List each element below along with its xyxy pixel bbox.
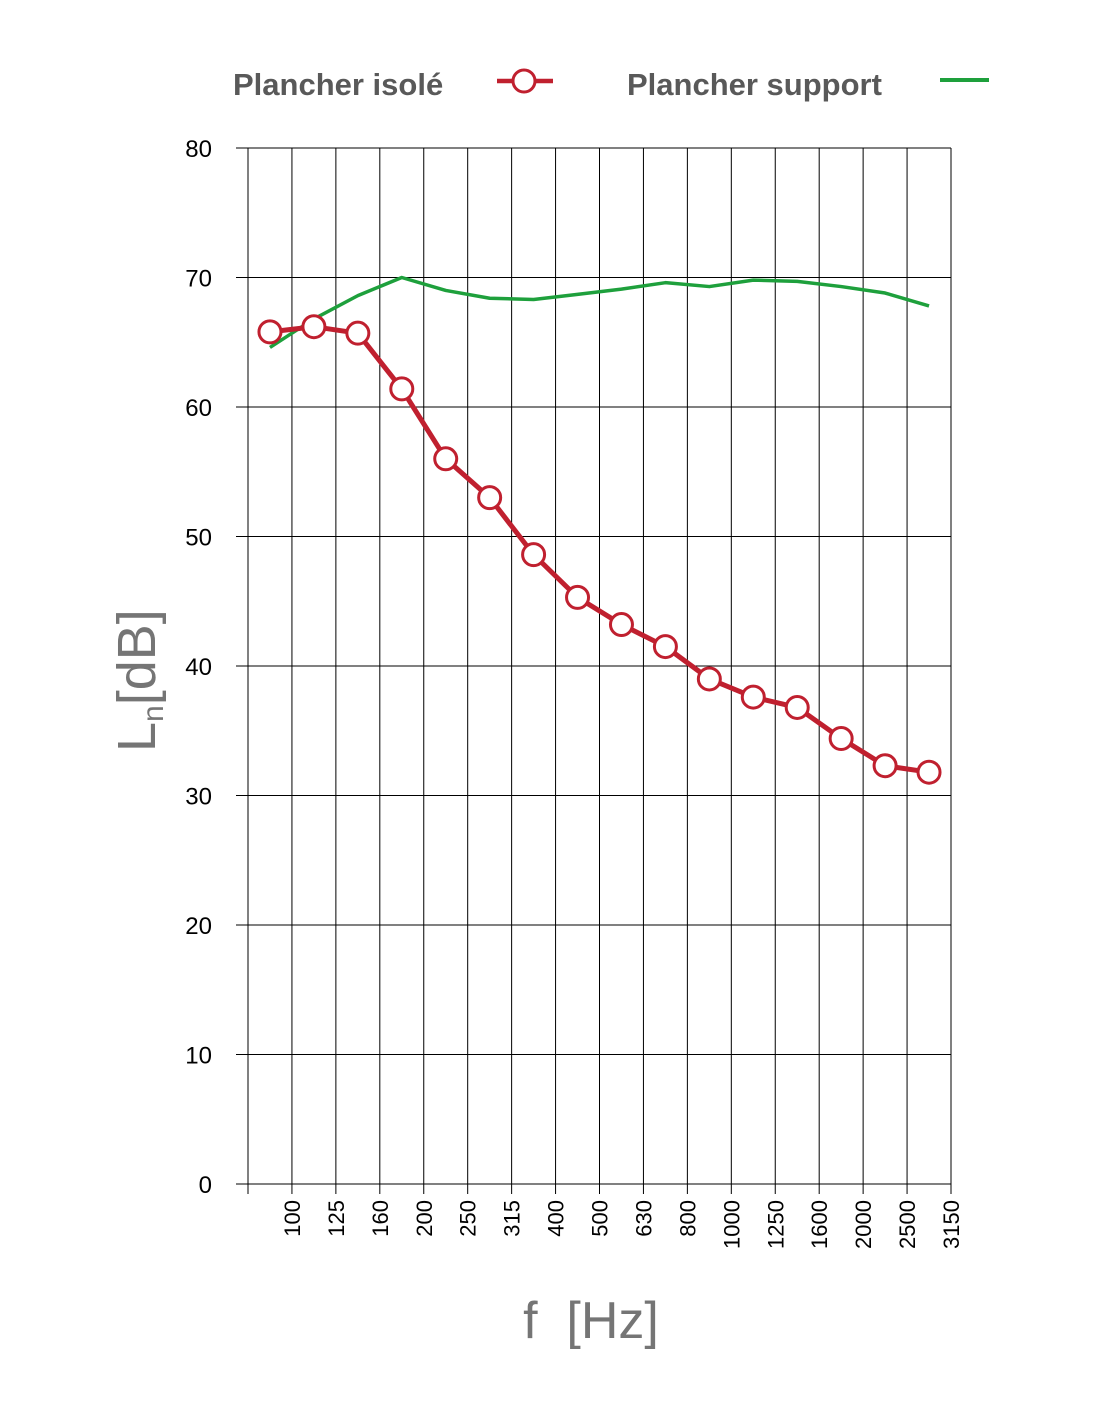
series-line-plancher-isole bbox=[269, 324, 930, 775]
data-point-plancher-isole bbox=[565, 584, 591, 610]
data-point-plancher-isole bbox=[345, 320, 371, 346]
y-tick-label: 40 bbox=[185, 654, 212, 681]
y-tick-label: 0 bbox=[199, 1172, 212, 1199]
x-tick-label: 630 bbox=[631, 1200, 656, 1237]
x-tick-label: 400 bbox=[544, 1200, 569, 1237]
x-tick-label: 100 bbox=[280, 1200, 305, 1237]
y-tick-label: 20 bbox=[185, 913, 212, 940]
legend-label-plancher-support: Plancher support bbox=[627, 67, 882, 102]
y-tick-label: 50 bbox=[185, 525, 212, 552]
x-tick-label: 500 bbox=[588, 1200, 613, 1237]
data-point-plancher-isole bbox=[740, 684, 766, 710]
y-axis-label-main: L bbox=[107, 722, 167, 752]
data-point-plancher-isole bbox=[477, 485, 503, 511]
y-tick-label: 70 bbox=[185, 266, 212, 293]
legend-marker-plancher-isole bbox=[511, 68, 537, 94]
data-point-plancher-isole bbox=[521, 542, 547, 568]
x-tick-label: 315 bbox=[500, 1200, 525, 1237]
y-tick-label: 10 bbox=[185, 1043, 212, 1070]
x-tick-label: 160 bbox=[368, 1200, 393, 1237]
y-tick-labels: 0 10 20 30 40 50 60 70 80 bbox=[185, 136, 212, 1199]
data-point-plancher-isole bbox=[828, 726, 854, 752]
x-tick-label: 250 bbox=[456, 1200, 481, 1237]
x-tick-labels: 100 125 160 200 250 315 400 500 630 800 1000 1250 16… bbox=[280, 1200, 964, 1249]
y-axis-label-subscript: n bbox=[137, 705, 170, 722]
x-tick-label: 1000 bbox=[719, 1200, 744, 1249]
x-tick-label: 2500 bbox=[895, 1200, 920, 1249]
data-point-plancher-isole bbox=[652, 634, 678, 660]
legend: Plancher isolé Plancher support bbox=[233, 67, 989, 102]
x-tick-label: 800 bbox=[675, 1200, 700, 1237]
x-tick-label: 1600 bbox=[807, 1200, 832, 1249]
data-point-plancher-isole bbox=[433, 446, 459, 472]
y-axis-label-unit: [dB] bbox=[107, 609, 167, 705]
grid bbox=[236, 147, 952, 1194]
data-point-plancher-isole bbox=[784, 694, 810, 720]
x-tick-label: 1250 bbox=[763, 1200, 788, 1249]
y-tick-label: 60 bbox=[185, 395, 212, 422]
data-point-plancher-isole bbox=[608, 612, 634, 638]
series-layer bbox=[257, 275, 942, 785]
data-point-plancher-isole bbox=[389, 376, 415, 402]
data-point-plancher-isole bbox=[696, 666, 722, 692]
y-tick-label: 80 bbox=[185, 136, 212, 163]
x-tick-label: 3150 bbox=[939, 1200, 964, 1249]
x-tick-label: 200 bbox=[412, 1200, 437, 1237]
legend-label-plancher-isole: Plancher isolé bbox=[233, 67, 443, 102]
data-point-plancher-isole bbox=[257, 319, 283, 345]
data-point-plancher-isole bbox=[301, 314, 327, 340]
y-tick-label: 30 bbox=[185, 784, 212, 811]
data-point-plancher-isole bbox=[872, 753, 898, 779]
x-tick-label: 2000 bbox=[851, 1200, 876, 1249]
x-tick-label: 125 bbox=[324, 1200, 349, 1237]
x-axis-label: f [Hz] bbox=[523, 1292, 659, 1350]
data-point-plancher-isole bbox=[916, 759, 942, 785]
y-axis-label: Ln[dB] bbox=[107, 609, 170, 752]
series-line-plancher-support bbox=[269, 275, 930, 349]
